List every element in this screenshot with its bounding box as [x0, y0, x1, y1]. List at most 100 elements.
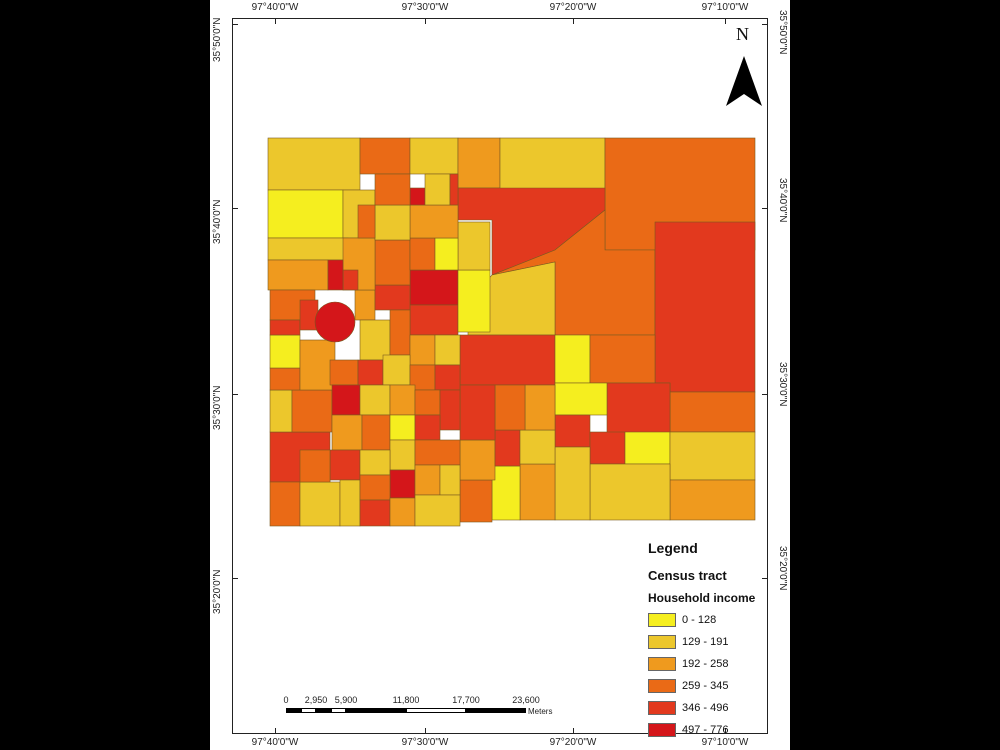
census-tract — [494, 429, 521, 467]
census-tract — [357, 204, 376, 239]
census-tract — [342, 269, 359, 291]
legend-swatch — [648, 635, 676, 649]
census-tract — [329, 449, 361, 481]
census-tract — [439, 389, 461, 431]
scale-label: 23,600 — [512, 695, 540, 705]
census-tract — [331, 414, 363, 451]
legend-swatch — [648, 613, 676, 627]
scale-bar: 0 2,950 5,900 11,800 17,700 23,600 Meter… — [282, 695, 582, 725]
map-frame — [232, 18, 768, 734]
census-tract — [414, 464, 441, 496]
census-tract — [389, 309, 411, 356]
census-tract — [434, 237, 459, 271]
census-tract — [524, 384, 556, 431]
census-tract — [314, 301, 356, 343]
census-tract — [389, 469, 416, 499]
census-tract — [269, 319, 301, 336]
legend-swatch — [648, 679, 676, 693]
census-tract — [414, 389, 441, 416]
legend-item: 129 - 191 — [648, 635, 768, 649]
census-tract — [359, 449, 391, 476]
census-tract — [409, 269, 459, 306]
legend-label: 192 - 258 — [682, 658, 729, 670]
census-tract — [409, 187, 426, 206]
census-tract — [494, 384, 526, 431]
census-tract — [414, 494, 461, 527]
legend: Legend Census tract Household income 0 -… — [648, 540, 768, 737]
census-tract — [359, 137, 411, 175]
legend-label: 346 - 496 — [682, 702, 729, 714]
census-tract — [331, 384, 361, 416]
census-tract — [554, 382, 608, 416]
census-tract — [339, 479, 361, 527]
census-tract — [291, 389, 333, 433]
census-tract — [382, 354, 411, 386]
census-tract — [554, 414, 591, 448]
census-tract — [554, 334, 591, 384]
census-tract — [357, 359, 384, 386]
census-tract — [624, 431, 671, 465]
census-tract — [389, 414, 416, 441]
scale-label: 11,800 — [392, 695, 420, 705]
census-tract — [519, 429, 556, 465]
legend-item: 497 - 776 — [648, 723, 768, 737]
census-tract — [327, 259, 344, 291]
legend-item: 259 - 345 — [648, 679, 768, 693]
census-tract — [459, 384, 496, 441]
census-tract — [449, 173, 459, 206]
census-tracts — [267, 137, 756, 527]
census-tract — [267, 189, 344, 239]
census-tract — [669, 431, 756, 481]
coord-top-2: 97°30'0"W — [401, 2, 449, 13]
census-tract — [359, 499, 391, 527]
census-tract — [267, 259, 329, 291]
census-tract — [409, 204, 459, 239]
census-tract — [457, 137, 501, 189]
census-tract — [414, 414, 441, 441]
census-tract — [354, 289, 376, 321]
legend-swatch — [648, 723, 676, 737]
census-tract — [389, 384, 416, 416]
census-tract — [589, 431, 626, 465]
coord-top-4: 97°10'0"W — [701, 2, 749, 13]
census-tract — [439, 464, 461, 496]
census-tract — [267, 137, 361, 191]
census-tract — [459, 479, 493, 523]
coord-top-3: 97°20'0"W — [549, 2, 597, 13]
census-tract — [589, 334, 656, 384]
census-tract — [434, 364, 461, 391]
census-tract — [606, 382, 671, 434]
census-tract — [669, 391, 756, 433]
legend-layer-name: Census tract — [648, 568, 727, 583]
legend-label: 129 - 191 — [682, 636, 729, 648]
legend-item: 346 - 496 — [648, 701, 768, 715]
census-tract — [299, 449, 331, 483]
legend-title: Legend — [648, 540, 698, 556]
scale-label: 17,700 — [452, 695, 480, 705]
census-tract — [654, 221, 756, 393]
census-tract — [374, 284, 411, 311]
census-tract — [299, 339, 336, 391]
coord-bottom-4: 97°10'0"W — [701, 737, 749, 748]
census-tract — [491, 465, 521, 521]
census-tract — [409, 304, 459, 336]
census-tract — [329, 359, 359, 386]
census-tract — [414, 439, 461, 466]
north-arrow-icon — [726, 56, 762, 106]
census-tract — [269, 334, 301, 369]
census-tract — [519, 463, 556, 521]
census-tract — [269, 389, 293, 433]
census-tract — [554, 446, 591, 521]
legend-label: 0 - 128 — [682, 614, 717, 626]
census-tract — [389, 497, 416, 527]
census-tract — [499, 137, 606, 191]
census-tract — [269, 481, 301, 527]
legend-swatch — [648, 701, 676, 715]
census-tract — [359, 319, 391, 361]
north-letter: N — [736, 24, 749, 44]
census-tract — [589, 463, 671, 521]
census-tract — [389, 439, 416, 471]
census-tract — [299, 481, 341, 527]
census-tract — [374, 239, 411, 286]
